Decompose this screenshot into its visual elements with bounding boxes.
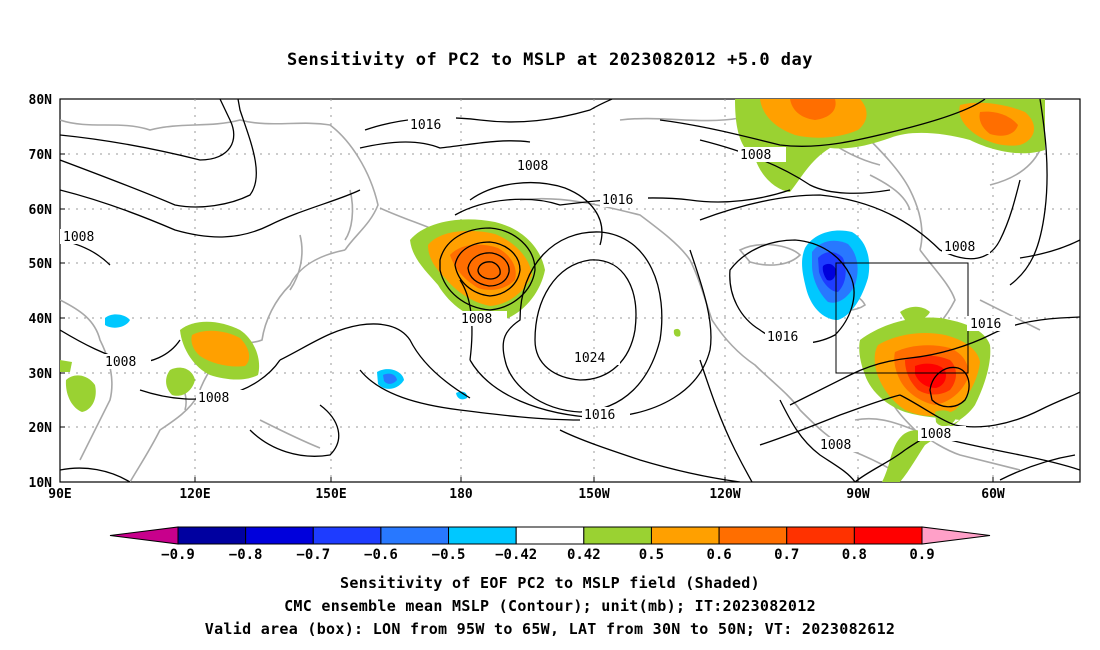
colorbar-level-label: 0.9	[909, 547, 934, 563]
colorbar-end-high	[921, 526, 991, 545]
lat-label: 70N	[29, 148, 53, 163]
caption-line-1: Sensitivity of EOF PC2 to MSLP field (Sh…	[340, 574, 760, 592]
contour-label: 1016	[970, 317, 1001, 332]
lat-label: 80N	[29, 93, 53, 108]
colorbar-level-label: −0.8	[229, 547, 263, 563]
colorbar-swatch	[718, 526, 788, 545]
caption-line-2: CMC ensemble mean MSLP (Contour); unit(m…	[284, 597, 816, 615]
contour-label: 1008	[105, 355, 136, 370]
colorbar-swatch	[245, 526, 314, 545]
contour-label: 1008	[920, 427, 951, 442]
colorbar-swatch	[380, 526, 450, 545]
colorbar-level-label: 0.7	[774, 547, 799, 563]
contour-labels: 1016 1008 1008 1016 1008 1024 1016 1008 …	[60, 117, 1015, 453]
contour-label: 1024	[574, 351, 605, 366]
lat-label: 30N	[29, 367, 53, 382]
map-frame	[59, 98, 1081, 483]
contour-label: 1008	[740, 148, 771, 163]
lon-label: 90W	[846, 487, 870, 502]
contour-label: 1008	[820, 438, 851, 453]
colorbar-level-label: −0.9	[161, 547, 195, 563]
colorbar-swatch	[853, 526, 923, 545]
lat-label: 60N	[29, 203, 53, 218]
axis-ticks	[59, 98, 994, 483]
lon-label: 60W	[981, 487, 1005, 502]
lat-label: 20N	[29, 421, 53, 436]
shading	[60, 99, 1045, 482]
contour-label: 1008	[198, 391, 229, 406]
colorbar-level-label: −0.6	[364, 547, 398, 563]
lon-label: 150E	[315, 487, 346, 502]
lat-label: 50N	[29, 257, 53, 272]
colorbar-level-label: −0.42	[495, 547, 537, 563]
contour-label: 1008	[517, 159, 548, 174]
colorbar-swatch	[177, 526, 247, 545]
colorbar-end-low	[109, 526, 179, 545]
contour-label: 1016	[767, 330, 798, 345]
contour-label: 1016	[602, 193, 633, 208]
lat-labels: 80N 70N 60N 50N 40N 30N 20N 10N	[29, 93, 53, 491]
contour-label: 1016	[584, 408, 615, 423]
lon-labels: 90E 120E 150E 180 150W 120W 90W 60W	[48, 487, 1005, 502]
contour-label: 1008	[944, 240, 975, 255]
colorbar-swatch	[786, 526, 855, 545]
colorbar-swatch	[448, 526, 517, 545]
colorbar-swatch	[515, 526, 585, 545]
caption-line-3: Valid area (box): LON from 95W to 65W, L…	[204, 620, 896, 638]
lon-label: 150W	[578, 487, 609, 502]
colorbar-level-label: 0.8	[842, 547, 867, 563]
contour-label: 1016	[410, 118, 441, 133]
lon-label: 90E	[48, 487, 71, 502]
chart-title: Sensitivity of PC2 to MSLP at 2023082012…	[286, 50, 813, 70]
colorbar: −0.9 −0.8 −0.7 −0.6 −0.5 −0.42 0.42 0.5 0.6 0.7 0.…	[109, 526, 991, 563]
contour-label: 1008	[461, 312, 492, 327]
colorbar-level-label: 0.42	[567, 547, 601, 563]
contour-label: 1008	[63, 230, 94, 245]
colorbar-swatch	[583, 526, 652, 545]
lat-label: 10N	[29, 476, 53, 491]
colorbar-level-label: −0.5	[432, 547, 466, 563]
lon-label: 120E	[179, 487, 210, 502]
colorbar-swatch	[650, 526, 720, 545]
colorbar-level-label: 0.6	[706, 547, 731, 563]
colorbar-swatch	[312, 526, 382, 545]
lon-label: 120W	[709, 487, 740, 502]
lon-label: 180	[449, 487, 473, 502]
colorbar-level-label: −0.7	[296, 547, 330, 563]
lat-label: 40N	[29, 312, 53, 327]
colorbar-level-label: 0.5	[639, 547, 664, 563]
